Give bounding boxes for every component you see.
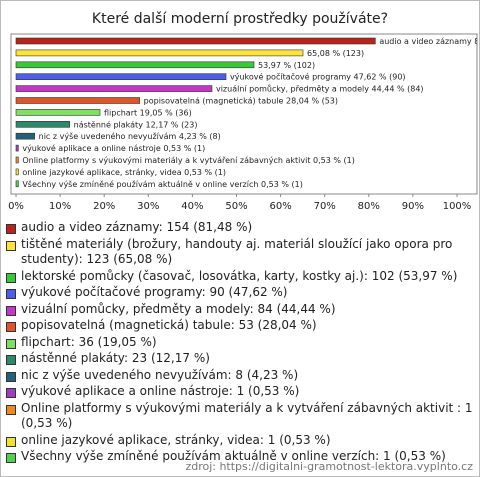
legend-swatch — [6, 322, 16, 332]
bar-label: flipchart 19,05 % (36) — [104, 108, 192, 117]
bar — [15, 61, 255, 69]
x-tick-label: 50% — [225, 201, 247, 212]
legend-label: audio a video záznamy: 154 (81,48 %) — [21, 220, 253, 234]
x-tick-label: 100% — [443, 201, 472, 212]
bar-label: online jazykové aplikace, stránky, videa… — [22, 167, 226, 177]
legend-item: tištěné materiály (brožury, handouty aj.… — [5, 237, 475, 268]
bar-label: popisovatelná (magnetická) tabule 28,04 … — [144, 97, 338, 106]
legend-label: Online platformy s výukovými materiály a… — [21, 400, 473, 431]
legend-label: lektorské pomůcky (časovač, losovátka, k… — [21, 268, 458, 283]
legend-swatch — [6, 338, 16, 349]
legend-item: audio a video záznamy: 154 (81,48 %) — [5, 220, 475, 236]
legend-swatch — [6, 404, 16, 415]
bar-label: nástěnné plakáty 12,17 % (23) — [74, 119, 198, 129]
legend-item: lektorské pomůcky (časovač, losovátka, k… — [5, 269, 475, 285]
x-tick-label: 0% — [8, 201, 24, 212]
bar — [15, 180, 19, 188]
legend-item: výukové aplikace a online nástroje: 1 (0… — [5, 384, 475, 400]
legend-swatch — [6, 240, 16, 251]
bar-label: Všechny výše zmíněné používám aktuálně v… — [22, 179, 303, 189]
legend-label: flipchart: 36 (19,05 %) — [21, 334, 157, 349]
bar — [15, 168, 19, 176]
x-tick-label: 30% — [137, 201, 159, 212]
legend-label: vizuální pomůcky, předměty a modely: 84 … — [21, 301, 336, 316]
legend-swatch — [6, 272, 16, 283]
x-tick-label: 40% — [181, 201, 203, 212]
source: zdroj: https://digitalni-gramotnost-lekt… — [185, 460, 473, 473]
legend-label: výukové aplikace a online nástroje: 1 (0… — [21, 384, 300, 398]
plot-area: audio a video záznamy 81,48 % (154) 65,08… — [15, 37, 479, 189]
legend-item: Online platformy s výukovými materiály a… — [5, 401, 475, 432]
legend-swatch — [6, 388, 16, 398]
bar — [15, 97, 140, 104]
legend-item: flipchart: 36 (19,05 %) — [5, 335, 475, 351]
x-tick-label: 20% — [93, 201, 115, 212]
legend-label: online jazykové aplikace, stránky, videa… — [21, 432, 331, 447]
x-tick-label: 60% — [269, 201, 291, 212]
legend-item: nástěnné plakáty: 23 (12,17 %) — [5, 351, 475, 367]
bar — [15, 49, 304, 57]
legend-swatch — [6, 436, 16, 447]
legend-item: výukové počítačové programy: 90 (47,62 %… — [5, 285, 475, 301]
plot-frame — [10, 33, 478, 195]
bar — [15, 132, 35, 140]
x-tick-label: 70% — [314, 201, 336, 212]
bar-label: audio a video záznamy 81,48 % (154) — [379, 37, 479, 46]
legend-swatch — [6, 224, 16, 234]
bar — [15, 156, 19, 164]
legend-item: online jazykové aplikace, stránky, videa… — [5, 433, 475, 449]
bar — [15, 121, 70, 128]
legend-item: popisovatelná (magnetická) tabule: 53 (2… — [5, 318, 475, 334]
bar — [15, 144, 19, 152]
legend-label: výukové počítačové programy: 90 (47,62 %… — [21, 285, 288, 299]
bar-label: 53,97 % (102) — [258, 61, 315, 70]
legend-label: popisovatelná (magnetická) tabule: 53 (2… — [21, 318, 317, 332]
bar — [15, 85, 213, 92]
bar — [15, 109, 101, 116]
bar-label: výukové počítačové programy 47,62 % (90) — [230, 72, 406, 82]
chart-title: Které další moderní prostředky používáte… — [92, 11, 388, 27]
legend-swatch — [6, 289, 16, 299]
bar-label: 65,08 % (123) — [307, 49, 364, 58]
legend-label: nic z výše uvedeného nevyužívám: 8 (4,23… — [21, 367, 299, 382]
chart: Které další moderní prostředky používáte… — [8, 11, 479, 212]
legend-label: nástěnné plakáty: 23 (12,17 %) — [21, 351, 210, 365]
legend-swatch — [6, 355, 16, 365]
legend: audio a video záznamy: 154 (81,48 %) tišt… — [5, 220, 475, 466]
bar-label: výukové aplikace a online nástroje 0,53 … — [22, 143, 205, 153]
legend-swatch — [6, 453, 16, 463]
legend-label: tištěné materiály (brožury, handouty aj.… — [21, 236, 453, 267]
bar-label: nic z výše uvedeného nevyužívám 4,23 % (… — [39, 131, 221, 141]
bar-label: vizuální pomůcky, předměty a modely 44,4… — [216, 84, 424, 94]
legend-item: vizuální pomůcky, předměty a modely: 84 … — [5, 302, 475, 318]
legend-item: Všechny výše zmíněné používám aktuálně v… — [5, 449, 475, 465]
bar — [15, 73, 227, 80]
legend-item: nic z výše uvedeného nevyužívám: 8 (4,23… — [5, 368, 475, 384]
legend-label: Všechny výše zmíněné používám aktuálně v… — [21, 449, 446, 463]
x-tick-label: 90% — [402, 201, 424, 212]
x-tick-label: 80% — [358, 201, 380, 212]
x-tick-label: 10% — [49, 201, 71, 212]
bar — [15, 37, 376, 45]
bar-label: Online platformy s výukovými materiály a… — [22, 156, 355, 165]
legend-swatch — [6, 371, 16, 382]
legend-swatch — [6, 305, 16, 316]
